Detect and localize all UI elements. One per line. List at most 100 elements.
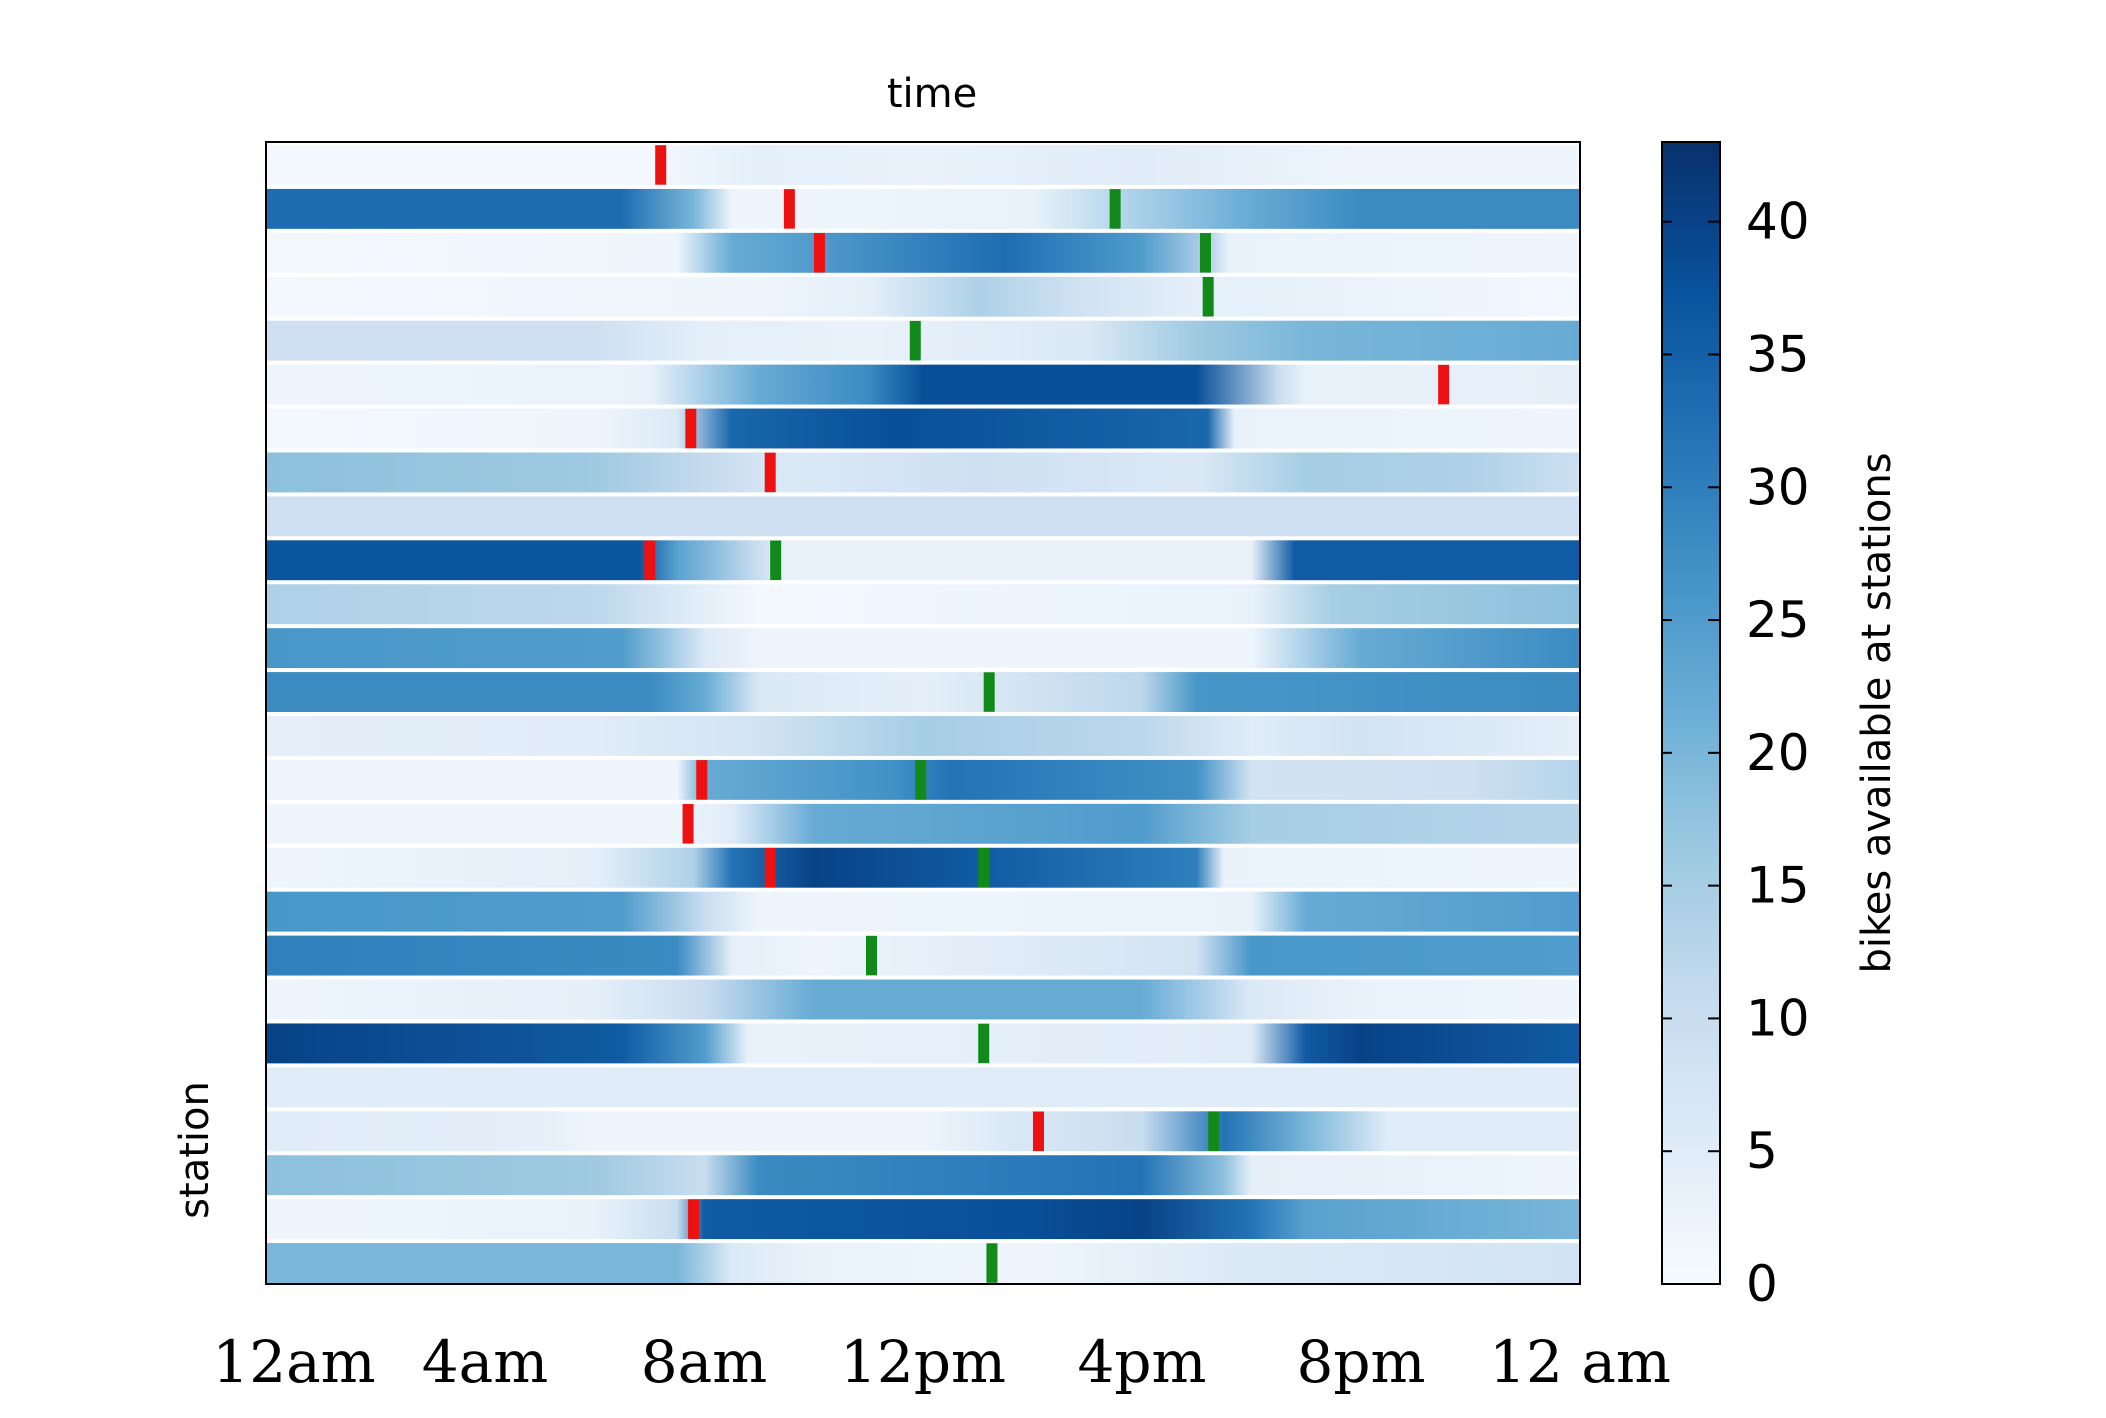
green-marker (978, 1023, 990, 1064)
heatmap-row-9 (267, 496, 1579, 537)
heatmap-row-1 (267, 145, 1579, 185)
heatmap-row-20 (267, 979, 1579, 1020)
heatmap-row-11 (267, 584, 1579, 625)
heatmap-row-24 (267, 1155, 1579, 1196)
heatmap-row-2 (267, 188, 1579, 229)
heatmap-row-8 (267, 452, 1579, 493)
red-marker (1032, 1111, 1044, 1152)
colorbar-tick-label: 5 (1746, 1122, 1778, 1180)
heatmap-row-band (267, 232, 1579, 273)
red-marker (682, 804, 694, 844)
heatmap-row-band (267, 935, 1579, 976)
heatmap-row-4 (267, 276, 1579, 317)
heatmap-row-band (267, 496, 1579, 537)
colorbar-tick-label: 40 (1746, 193, 1810, 251)
heatmap-row-21 (267, 1023, 1579, 1064)
heatmap-row-26 (267, 1243, 1579, 1283)
red-marker (764, 452, 776, 493)
colorbar-tick-label: 25 (1746, 591, 1810, 649)
heatmap-row-18 (267, 891, 1579, 932)
heatmap-row-band (267, 364, 1579, 405)
heatmap-row-band (267, 1023, 1579, 1064)
colorbar (1661, 141, 1721, 1285)
green-marker (1202, 276, 1214, 317)
heatmap-row-band (267, 540, 1579, 581)
red-marker (644, 540, 656, 581)
green-marker (986, 1243, 998, 1283)
heatmap-row-band (267, 847, 1579, 888)
green-marker (865, 935, 877, 976)
heatmap-row-band (267, 320, 1579, 361)
heatmap-row-12 (267, 628, 1579, 669)
red-marker (764, 847, 776, 888)
x-tick-label: 8pm (1296, 1328, 1425, 1396)
green-marker (1199, 233, 1211, 273)
heatmap-row-band (267, 803, 1579, 844)
green-marker (1208, 1111, 1220, 1152)
colorbar-tick-label: 15 (1746, 857, 1810, 915)
heatmap-row-band (267, 408, 1579, 449)
red-marker (655, 145, 667, 185)
heatmap-row-15 (267, 759, 1579, 800)
green-marker (770, 540, 782, 581)
colorbar-ticks: 0 5 10 15 20 25 30 35 40 (1662, 193, 1810, 1313)
green-marker (909, 320, 921, 361)
red-marker (685, 408, 697, 449)
red-marker (783, 189, 795, 229)
x-tick-label: 4am (422, 1328, 548, 1396)
green-marker (983, 672, 995, 712)
heatmap-row-17 (267, 847, 1579, 888)
heatmap-row-14 (267, 716, 1579, 756)
heatmap-row-band (267, 584, 1579, 625)
heatmap-row-band (267, 891, 1579, 932)
plot-frame (265, 141, 1581, 1285)
red-marker (696, 760, 708, 800)
colorbar-tick-label: 20 (1746, 724, 1810, 782)
heatmap-row-7 (267, 408, 1579, 449)
heatmap-row-16 (267, 803, 1579, 844)
heatmap-row-band (267, 1199, 1579, 1240)
heatmap-row-19 (267, 935, 1579, 976)
heatmap-row-6 (267, 364, 1579, 405)
x-tick-label: 12 am (1489, 1328, 1671, 1396)
heatmap-row-5 (267, 320, 1579, 361)
colorbar-tick-label: 0 (1746, 1255, 1778, 1313)
heatmap-row-band (267, 452, 1579, 493)
green-marker (915, 760, 927, 800)
x-tick-label: 12pm (840, 1328, 1006, 1396)
green-marker (1109, 189, 1121, 229)
red-marker (1438, 364, 1450, 405)
x-tick-label: 4pm (1077, 1328, 1206, 1396)
heatmap-row-band (267, 979, 1579, 1020)
x-tick-label: 8am (641, 1328, 767, 1396)
red-marker (813, 233, 825, 273)
green-marker (978, 847, 990, 888)
heatmap-row-23 (267, 1111, 1579, 1152)
heatmap-row-band (267, 672, 1579, 712)
heatmap-row-band (267, 1243, 1579, 1283)
red-marker (688, 1199, 700, 1239)
colorbar-label: bikes available at stations (1854, 452, 1900, 973)
heatmap-row-band (267, 628, 1579, 669)
heatmap-row-3 (267, 232, 1579, 273)
heatmap-row-25 (267, 1199, 1579, 1240)
heatmap-row-10 (267, 540, 1579, 581)
colorbar-tick-label: 35 (1746, 325, 1810, 383)
heatmap-row-band (267, 716, 1579, 756)
heatmap-plot-area (267, 145, 1579, 1283)
heatmap-row-band (267, 188, 1579, 229)
colorbar-tick-label: 30 (1746, 458, 1810, 516)
heatmap-row-band (267, 1067, 1579, 1108)
x-axis-ticks: 12am 4am 8am 12pm 4pm 8pm 12 am (212, 1328, 1671, 1396)
heatmap-row-band (267, 1155, 1579, 1196)
y-axis-label: station (172, 1081, 218, 1219)
colorbar-tick-label: 10 (1746, 989, 1810, 1047)
heatmap-row-band (267, 1111, 1579, 1152)
heatmap-row-band (267, 276, 1579, 317)
heatmap-row-13 (267, 672, 1579, 712)
x-tick-label: 12am (212, 1328, 375, 1396)
heatmap-row-band (267, 145, 1579, 185)
chart-title: time (887, 71, 977, 117)
heatmap-row-22 (267, 1067, 1579, 1108)
